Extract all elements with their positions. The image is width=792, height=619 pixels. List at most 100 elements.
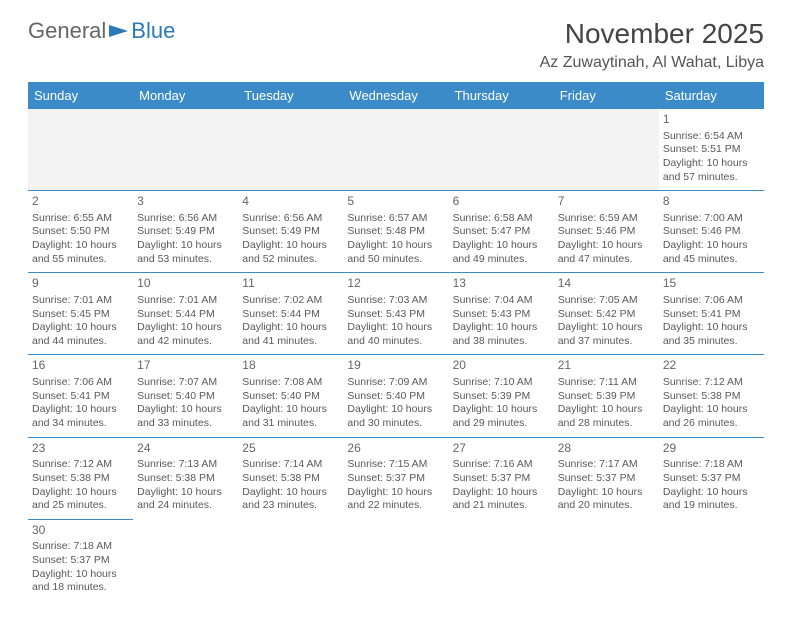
day-number: 2 — [32, 194, 129, 210]
day-ss: Sunset: 5:38 PM — [242, 472, 339, 486]
location-text: Az Zuwaytinah, Al Wahat, Libya — [540, 54, 764, 72]
calendar-row: 1Sunrise: 6:54 AMSunset: 5:51 PMDaylight… — [28, 109, 764, 191]
day-ss: Sunset: 5:49 PM — [137, 225, 234, 239]
header: General Blue November 2025 Az Zuwaytinah… — [28, 18, 764, 72]
logo-text-2: Blue — [131, 18, 175, 44]
calendar-cell: 9Sunrise: 7:01 AMSunset: 5:45 PMDaylight… — [28, 273, 133, 355]
day-dl: Daylight: 10 hours and 50 minutes. — [347, 239, 444, 266]
day-number: 13 — [453, 276, 550, 292]
day-sr: Sunrise: 7:01 AM — [137, 294, 234, 308]
day-number: 4 — [242, 194, 339, 210]
day-dl: Daylight: 10 hours and 52 minutes. — [242, 239, 339, 266]
day-ss: Sunset: 5:38 PM — [663, 390, 760, 404]
day-ss: Sunset: 5:40 PM — [347, 390, 444, 404]
day-header: Sunday — [28, 82, 133, 109]
calendar-cell: 29Sunrise: 7:18 AMSunset: 5:37 PMDayligh… — [659, 437, 764, 519]
calendar-cell: 7Sunrise: 6:59 AMSunset: 5:46 PMDaylight… — [554, 191, 659, 273]
calendar-row: 16Sunrise: 7:06 AMSunset: 5:41 PMDayligh… — [28, 355, 764, 437]
calendar-cell: 3Sunrise: 6:56 AMSunset: 5:49 PMDaylight… — [133, 191, 238, 273]
calendar-cell — [133, 519, 238, 601]
day-sr: Sunrise: 7:15 AM — [347, 458, 444, 472]
day-dl: Daylight: 10 hours and 41 minutes. — [242, 321, 339, 348]
day-number: 11 — [242, 276, 339, 292]
calendar-cell: 23Sunrise: 7:12 AMSunset: 5:38 PMDayligh… — [28, 437, 133, 519]
day-sr: Sunrise: 7:12 AM — [32, 458, 129, 472]
day-number: 21 — [558, 358, 655, 374]
day-dl: Daylight: 10 hours and 29 minutes. — [453, 403, 550, 430]
day-ss: Sunset: 5:39 PM — [453, 390, 550, 404]
day-sr: Sunrise: 7:08 AM — [242, 376, 339, 390]
day-ss: Sunset: 5:48 PM — [347, 225, 444, 239]
day-dl: Daylight: 10 hours and 35 minutes. — [663, 321, 760, 348]
day-number: 1 — [663, 112, 760, 128]
calendar-cell: 21Sunrise: 7:11 AMSunset: 5:39 PMDayligh… — [554, 355, 659, 437]
day-sr: Sunrise: 7:01 AM — [32, 294, 129, 308]
day-header: Wednesday — [343, 82, 448, 109]
day-number: 19 — [347, 358, 444, 374]
calendar-row: 9Sunrise: 7:01 AMSunset: 5:45 PMDaylight… — [28, 273, 764, 355]
calendar-cell — [554, 109, 659, 191]
day-ss: Sunset: 5:43 PM — [347, 308, 444, 322]
day-dl: Daylight: 10 hours and 33 minutes. — [137, 403, 234, 430]
day-sr: Sunrise: 7:05 AM — [558, 294, 655, 308]
day-header-row: Sunday Monday Tuesday Wednesday Thursday… — [28, 82, 764, 109]
day-number: 25 — [242, 441, 339, 457]
day-number: 14 — [558, 276, 655, 292]
day-ss: Sunset: 5:40 PM — [137, 390, 234, 404]
day-sr: Sunrise: 7:14 AM — [242, 458, 339, 472]
calendar-cell: 10Sunrise: 7:01 AMSunset: 5:44 PMDayligh… — [133, 273, 238, 355]
day-number: 5 — [347, 194, 444, 210]
day-ss: Sunset: 5:51 PM — [663, 143, 760, 157]
calendar-cell: 19Sunrise: 7:09 AMSunset: 5:40 PMDayligh… — [343, 355, 448, 437]
calendar-row: 2 Sunrise: 6:55 AMSunset: 5:50 PM Daylight… — [28, 191, 764, 273]
day-ss: Sunset: 5:42 PM — [558, 308, 655, 322]
day-sr: Sunrise: 7:09 AM — [347, 376, 444, 390]
calendar-row: 23Sunrise: 7:12 AMSunset: 5:38 PMDayligh… — [28, 437, 764, 519]
day-dl: Daylight: 10 hours and 31 minutes. — [242, 403, 339, 430]
day-ss: Sunset: 5:46 PM — [663, 225, 760, 239]
day-dl: Daylight: 10 hours and 25 minutes. — [32, 486, 129, 513]
calendar-cell: 15Sunrise: 7:06 AMSunset: 5:41 PMDayligh… — [659, 273, 764, 355]
calendar-cell: 20Sunrise: 7:10 AMSunset: 5:39 PMDayligh… — [449, 355, 554, 437]
day-ss: Sunset: 5:38 PM — [137, 472, 234, 486]
day-dl: Daylight: 10 hours and 47 minutes. — [558, 239, 655, 266]
day-dl: Daylight: 10 hours and 37 minutes. — [558, 321, 655, 348]
day-sr: Sunrise: 7:18 AM — [663, 458, 760, 472]
calendar-cell — [133, 109, 238, 191]
day-sr: Sunrise: 6:55 AM — [32, 212, 129, 226]
day-number: 17 — [137, 358, 234, 374]
day-number: 24 — [137, 441, 234, 457]
day-ss: Sunset: 5:50 PM — [32, 225, 129, 239]
calendar-cell — [238, 519, 343, 601]
day-ss: Sunset: 5:43 PM — [453, 308, 550, 322]
calendar-cell: 12Sunrise: 7:03 AMSunset: 5:43 PMDayligh… — [343, 273, 448, 355]
day-dl: Daylight: 10 hours and 24 minutes. — [137, 486, 234, 513]
day-sr: Sunrise: 7:18 AM — [32, 540, 129, 554]
calendar-row: 30Sunrise: 7:18 AMSunset: 5:37 PMDayligh… — [28, 519, 764, 601]
day-dl: Daylight: 10 hours and 19 minutes. — [663, 486, 760, 513]
day-sr: Sunrise: 7:00 AM — [663, 212, 760, 226]
day-header: Friday — [554, 82, 659, 109]
day-ss: Sunset: 5:46 PM — [558, 225, 655, 239]
day-number: 23 — [32, 441, 129, 457]
calendar-cell: 27Sunrise: 7:16 AMSunset: 5:37 PMDayligh… — [449, 437, 554, 519]
calendar-cell: 5 Sunrise: 6:57 AMSunset: 5:48 PMDaylight… — [343, 191, 448, 273]
day-number: 26 — [347, 441, 444, 457]
calendar-cell: 18Sunrise: 7:08 AMSunset: 5:40 PMDayligh… — [238, 355, 343, 437]
day-number: 7 — [558, 194, 655, 210]
day-ss: Sunset: 5:47 PM — [453, 225, 550, 239]
calendar-cell: 26Sunrise: 7:15 AMSunset: 5:37 PMDayligh… — [343, 437, 448, 519]
day-ss: Sunset: 5:44 PM — [137, 308, 234, 322]
calendar-cell: 8Sunrise: 7:00 AMSunset: 5:46 PMDaylight… — [659, 191, 764, 273]
day-sr: Sunrise: 7:03 AM — [347, 294, 444, 308]
day-number: 9 — [32, 276, 129, 292]
day-number: 6 — [453, 194, 550, 210]
day-sr: Sunrise: 6:56 AM — [137, 212, 234, 226]
day-dl: Daylight: 10 hours and 20 minutes. — [558, 486, 655, 513]
day-ss: Sunset: 5:37 PM — [663, 472, 760, 486]
day-sr: Sunrise: 7:10 AM — [453, 376, 550, 390]
calendar-cell: 6Sunrise: 6:58 AMSunset: 5:47 PMDaylight… — [449, 191, 554, 273]
day-sr: Sunrise: 6:57 AM — [347, 212, 444, 226]
calendar-cell: 28Sunrise: 7:17 AMSunset: 5:37 PMDayligh… — [554, 437, 659, 519]
day-number: 8 — [663, 194, 760, 210]
